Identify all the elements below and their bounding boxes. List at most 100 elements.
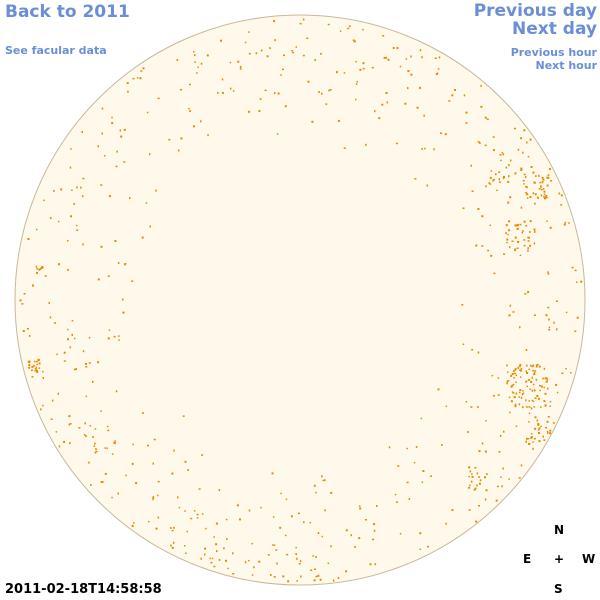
facula-point — [405, 58, 408, 60]
facula-point — [19, 299, 22, 302]
facula-point — [515, 374, 518, 376]
facula-point — [58, 445, 61, 448]
facula-point — [176, 59, 179, 61]
facula-point — [509, 411, 511, 414]
facula-point — [53, 189, 55, 192]
facula-point — [57, 392, 60, 395]
facula-point — [51, 399, 54, 402]
facula-point — [532, 369, 535, 372]
facula-point — [536, 196, 539, 199]
previous-day-link[interactable]: Previous day — [473, 1, 597, 21]
facula-point — [315, 556, 317, 558]
facula-point — [253, 566, 255, 569]
facula-point — [484, 116, 487, 119]
facula-point — [107, 275, 110, 277]
facula-point — [385, 56, 388, 59]
facula-point — [512, 311, 515, 313]
facula-point — [28, 364, 31, 366]
facula-point — [73, 337, 76, 340]
facula-point — [107, 429, 110, 432]
facula-point — [530, 166, 533, 168]
facula-point — [516, 224, 519, 227]
facula-point — [315, 491, 317, 494]
facula-point — [81, 131, 83, 133]
facula-point — [536, 365, 538, 368]
facula-point — [36, 228, 38, 231]
facula-point — [281, 68, 284, 71]
facula-point — [525, 399, 527, 402]
facula-point — [272, 544, 274, 546]
facula-point — [124, 264, 126, 266]
facula-point — [478, 482, 481, 485]
facula-point — [119, 129, 122, 132]
facula-point — [226, 538, 228, 541]
facula-point — [115, 390, 118, 393]
facula-point — [480, 105, 483, 108]
facula-point — [545, 314, 548, 317]
facula-point — [349, 25, 351, 28]
facula-point — [556, 328, 558, 331]
facula-point — [523, 244, 526, 247]
facula-point — [576, 316, 579, 319]
facula-point — [549, 226, 552, 229]
facula-point — [371, 66, 374, 69]
facula-point — [529, 220, 532, 223]
facula-point — [576, 281, 578, 283]
facula-point — [69, 166, 72, 169]
facula-point — [324, 509, 326, 512]
facula-point — [533, 389, 536, 392]
facula-point — [471, 190, 474, 192]
facula-point — [132, 443, 134, 446]
facula-point — [296, 580, 298, 582]
facula-point — [540, 385, 543, 388]
facula-point — [303, 521, 305, 524]
facula-point — [540, 188, 543, 191]
facula-point — [148, 153, 151, 156]
facula-point — [244, 41, 247, 44]
facula-point — [497, 394, 500, 396]
facula-point — [521, 232, 523, 234]
facula-point — [374, 110, 376, 113]
facula-point — [101, 132, 103, 135]
facula-point — [467, 431, 469, 433]
facula-point — [153, 438, 156, 441]
facula-point — [462, 343, 465, 345]
facula-point — [188, 107, 190, 110]
facula-point — [350, 534, 352, 537]
next-day-link[interactable]: Next day — [512, 19, 597, 39]
facula-point — [506, 380, 509, 383]
facula-point — [489, 183, 492, 185]
facula-point — [538, 432, 540, 434]
facula-point — [492, 179, 494, 182]
facula-point — [358, 505, 361, 507]
facula-point — [528, 400, 530, 402]
facula-point — [508, 175, 510, 178]
back-to-year-link[interactable]: Back to 2011 — [5, 2, 130, 22]
see-facular-data-link[interactable]: See facular data — [5, 44, 107, 57]
facula-point — [503, 430, 505, 433]
facula-point — [433, 148, 435, 151]
facula-point — [187, 469, 189, 471]
facula-point — [37, 359, 40, 362]
facula-point — [180, 137, 183, 140]
facula-point — [152, 496, 155, 499]
facula-point — [385, 92, 388, 94]
facula-point — [495, 173, 497, 176]
facula-point — [451, 94, 454, 97]
facula-point — [540, 194, 543, 197]
facula-point — [544, 377, 547, 380]
facula-point — [157, 494, 159, 497]
facula-point — [524, 175, 527, 178]
facula-point — [177, 496, 179, 499]
next-hour-link[interactable]: Next hour — [535, 59, 598, 72]
facula-point — [300, 575, 302, 578]
facula-point — [131, 462, 134, 465]
facula-point — [280, 492, 282, 495]
facula-point — [40, 408, 42, 411]
facula-point — [44, 275, 47, 277]
facula-point — [272, 516, 275, 518]
facula-point — [285, 534, 287, 537]
previous-hour-link[interactable]: Previous hour — [510, 46, 597, 59]
facula-point — [526, 364, 528, 367]
facula-point — [529, 231, 531, 233]
